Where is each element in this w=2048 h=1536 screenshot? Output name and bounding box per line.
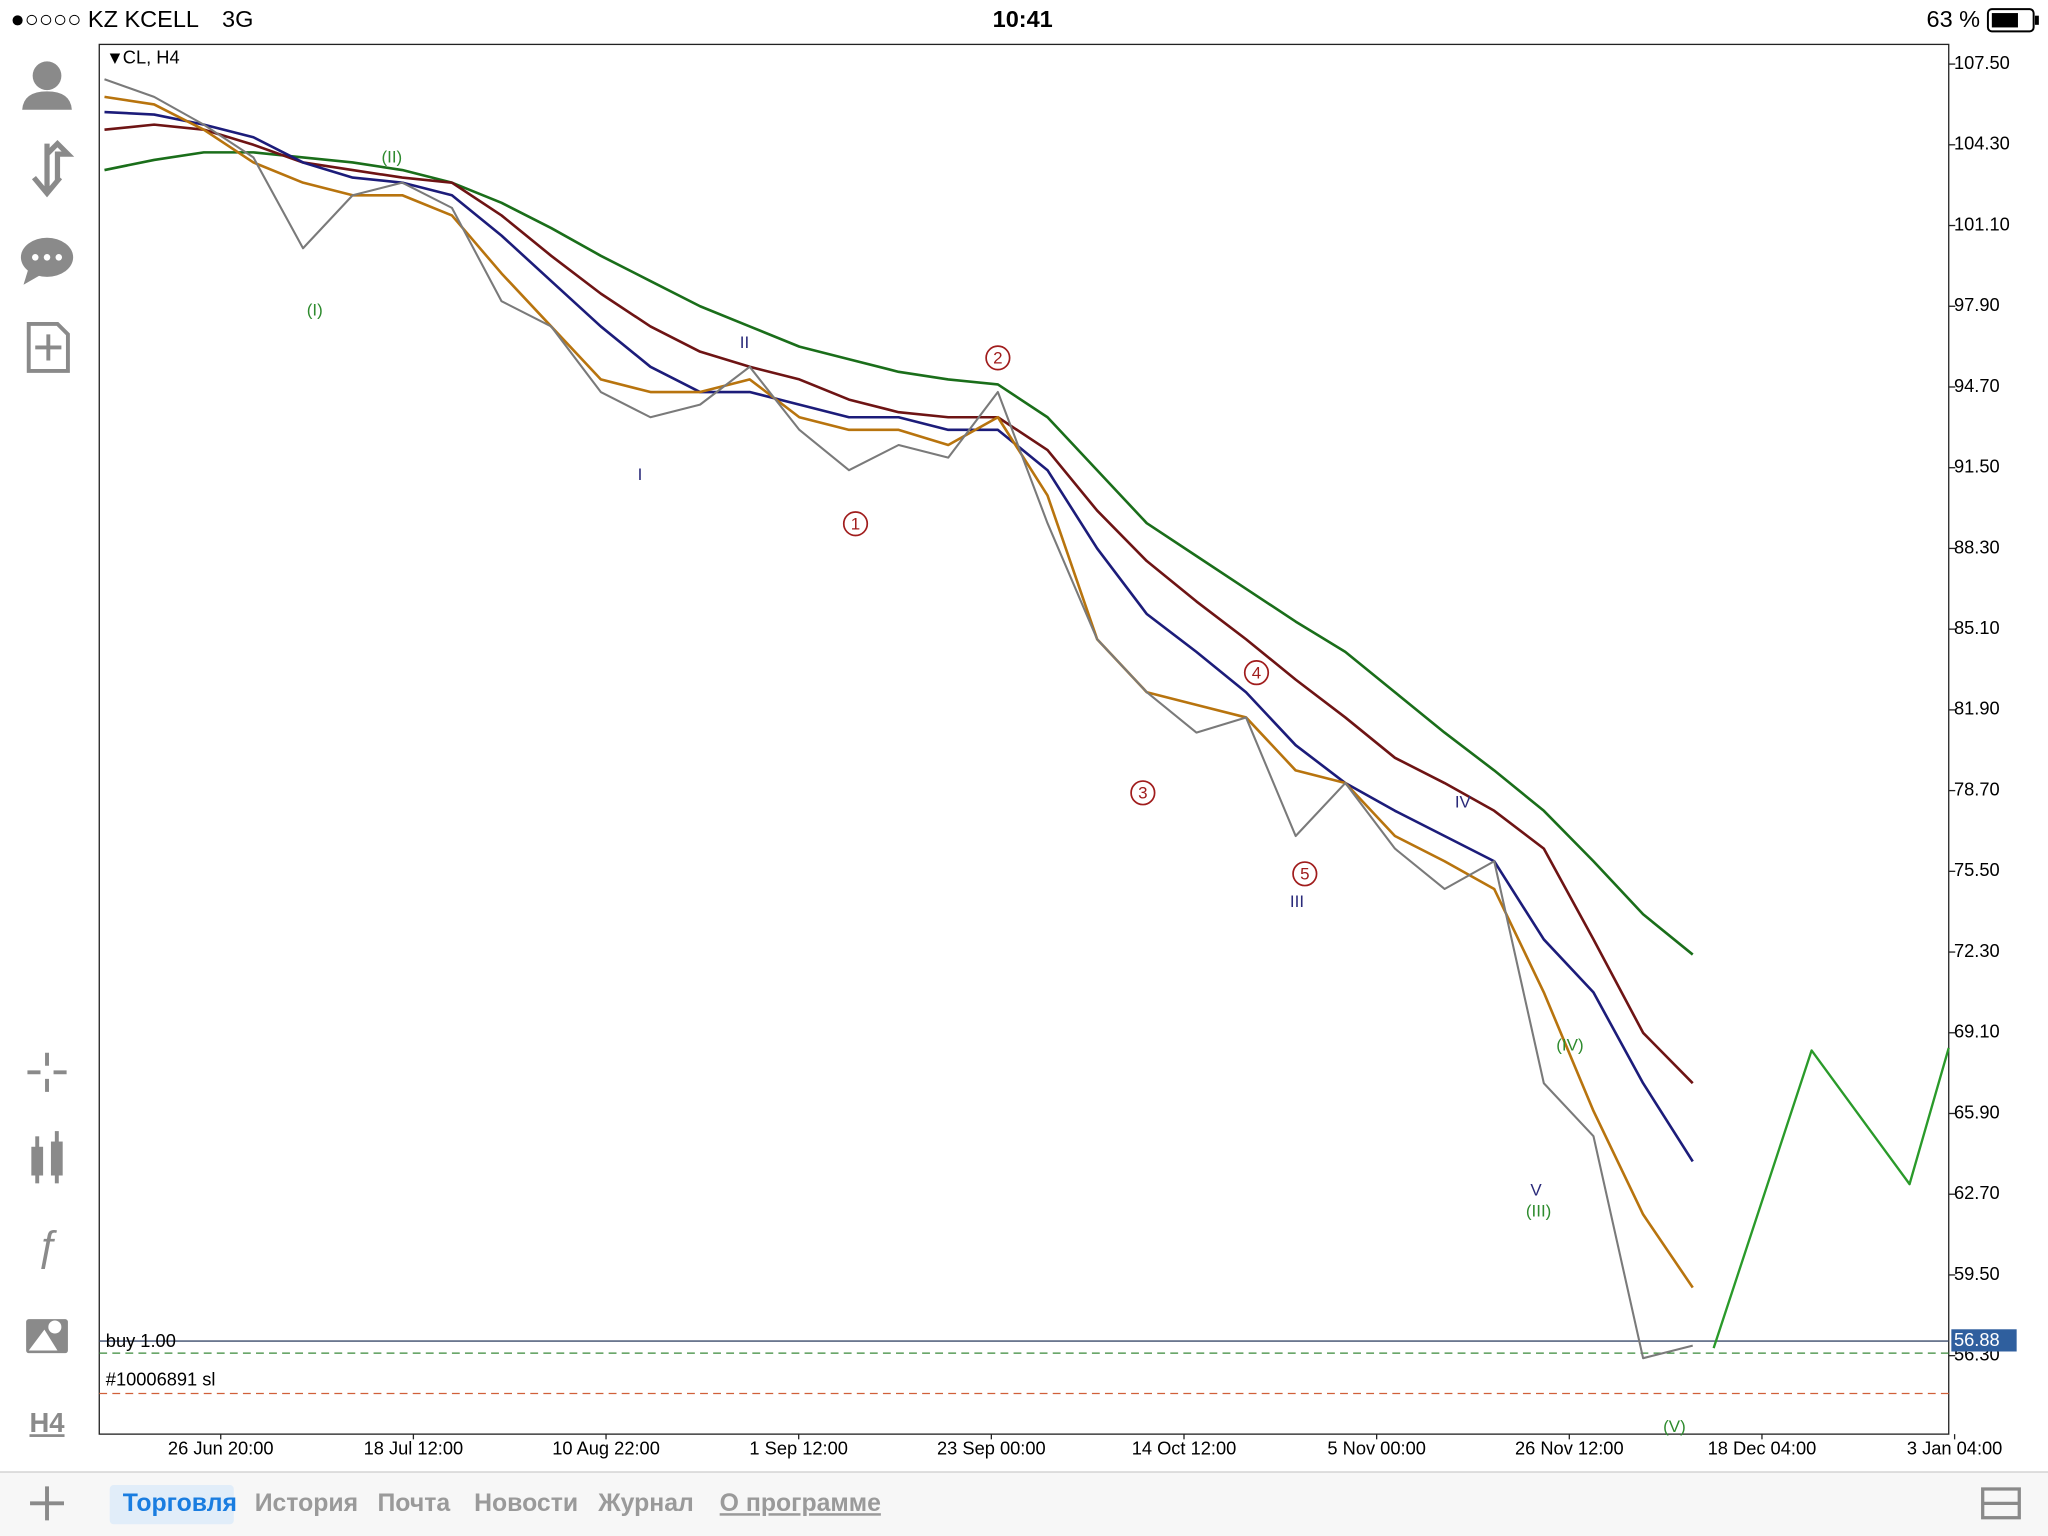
price-tag — [1951, 1329, 2017, 1352]
indicators-icon[interactable]: ƒ — [35, 1222, 58, 1269]
timeframe-button[interactable]: H4 — [29, 1407, 65, 1438]
tab[interactable]: Торговля — [123, 1490, 237, 1517]
wave-circle — [985, 345, 1011, 371]
clock: 10:41 — [993, 6, 1053, 32]
transfer-icon[interactable] — [31, 139, 75, 198]
layout-button[interactable] — [1981, 1487, 2021, 1520]
wave-label: II — [740, 333, 749, 352]
symbol: CL, H4 — [123, 47, 180, 68]
wave-label: (II) — [381, 148, 402, 167]
objects-icon[interactable] — [26, 1319, 68, 1354]
x-tick-label: 3 Jan 04:00 — [1907, 1438, 2002, 1459]
x-tick-label: 10 Aug 22:00 — [552, 1438, 660, 1459]
account-icon[interactable] — [22, 61, 72, 110]
wave-circle — [1130, 780, 1156, 806]
wave-label: I — [638, 465, 643, 484]
y-tick-label: 62.70 — [1954, 1182, 2000, 1203]
y-tick-label: 94.70 — [1954, 375, 2000, 396]
x-tick-label: 26 Nov 12:00 — [1515, 1438, 1624, 1459]
sidebar: ƒ — [20, 61, 75, 1354]
x-tick-label: 14 Oct 12:00 — [1132, 1438, 1237, 1459]
y-tick-label: 97.90 — [1954, 294, 2000, 315]
wave-label: V — [1530, 1181, 1542, 1200]
wave-label: (IV) — [1556, 1036, 1583, 1055]
wave-label: 4 — [1252, 663, 1261, 682]
stop-label: #10006891 sl — [106, 1368, 216, 1389]
moving-average — [104, 110, 1694, 1163]
y-tick-label: 78.70 — [1954, 778, 2000, 799]
wave-circle — [1292, 861, 1318, 887]
plot: 107.50 104.30 101.10 97.90 94.70 91.50 88.30 85… — [99, 52, 2017, 1459]
add-button[interactable] — [30, 1486, 64, 1521]
chat-icon[interactable] — [20, 237, 74, 285]
y-tick-label: 91.50 — [1954, 456, 2000, 477]
wave-label: III — [1290, 892, 1304, 911]
y-tick-label: 69.10 — [1954, 1021, 2000, 1042]
y-tick-label: 65.90 — [1954, 1101, 2000, 1122]
moving-average — [104, 123, 1694, 1085]
chart-frame — [98, 43, 1950, 1435]
network: 3G — [222, 6, 253, 32]
y-tick-label: 88.30 — [1954, 536, 2000, 557]
x-tick-label: 23 Sep 00:00 — [937, 1438, 1046, 1459]
tab[interactable]: История — [255, 1490, 358, 1517]
x-tick-label: 18 Jul 12:00 — [364, 1438, 464, 1459]
tab-bar — [0, 1472, 2048, 1536]
crosshair-icon[interactable] — [27, 1052, 67, 1092]
x-tick-label: 18 Dec 04:00 — [1708, 1438, 1817, 1459]
wave-label: 3 — [1138, 784, 1147, 803]
chart-type-icon[interactable] — [31, 1131, 63, 1184]
moving-average — [104, 151, 1694, 956]
wave-label: IV — [1455, 793, 1472, 812]
wave-label: 1 — [851, 515, 860, 534]
wave-label: (III) — [1526, 1202, 1551, 1221]
price-line — [104, 78, 1693, 1360]
y-tick-label: 104.30 — [1954, 133, 2010, 154]
x-tick-label: 26 Jun 20:00 — [168, 1438, 274, 1459]
wave-label: 5 — [1300, 865, 1309, 884]
symbol-menu[interactable] — [109, 53, 121, 64]
battery-icon — [1986, 8, 2039, 33]
tabs: Торговля История Почта Новости Журнал О прогр… — [109, 1485, 881, 1525]
tab[interactable]: О программе — [720, 1490, 881, 1517]
x-tick-label: 1 Sep 12:00 — [749, 1438, 848, 1459]
active-tab-bg — [109, 1485, 234, 1525]
y-tick-label: 107.50 — [1954, 52, 2010, 73]
tab[interactable]: Почта — [377, 1490, 450, 1517]
y-tick-label: 81.90 — [1954, 698, 2000, 719]
price-tag-label: 56.88 — [1954, 1329, 2000, 1350]
moving-average — [104, 95, 1694, 1289]
wave-label: (V) — [1663, 1417, 1686, 1436]
y-tick-label: 75.50 — [1954, 859, 2000, 880]
position-label: buy 1.00 — [106, 1330, 176, 1351]
wave-circle — [1243, 660, 1270, 686]
y-tick-label: 59.50 — [1954, 1263, 2000, 1284]
wave-circle — [842, 511, 869, 537]
wave-label: 2 — [993, 349, 1002, 368]
y-tick-label: 72.30 — [1954, 940, 2000, 961]
tab[interactable]: Журнал — [597, 1490, 694, 1517]
tab[interactable]: Новости — [474, 1490, 578, 1517]
y-tick-label: 85.10 — [1954, 617, 2000, 638]
carrier: ●○○○○ KZ KCELL — [10, 6, 199, 32]
battery-level: 63 % — [1927, 6, 1981, 32]
wave-label: (I) — [307, 300, 323, 319]
x-tick-label: 5 Nov 00:00 — [1327, 1438, 1426, 1459]
new-order-icon[interactable] — [26, 321, 70, 373]
y-tick-label: 101.10 — [1954, 213, 2010, 234]
projection-line — [1712, 1047, 1950, 1349]
